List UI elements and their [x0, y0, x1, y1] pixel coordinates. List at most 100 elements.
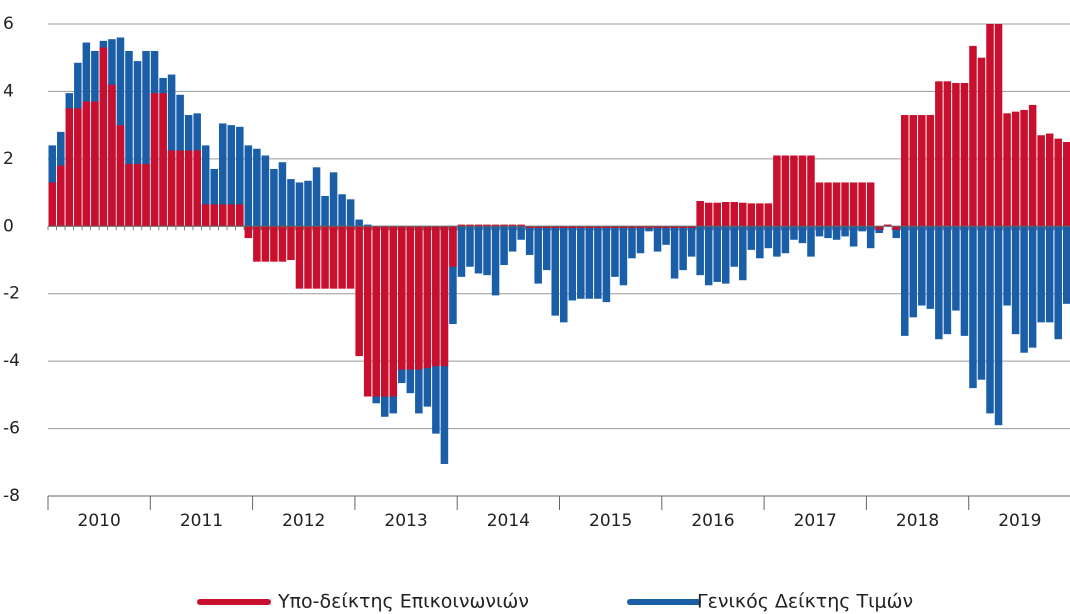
- bar: [713, 226, 721, 282]
- bar: [474, 226, 483, 274]
- bar: [210, 168, 218, 227]
- bar: [1020, 226, 1028, 353]
- bar: [841, 182, 849, 227]
- bar: [935, 226, 943, 340]
- bar: [534, 226, 542, 284]
- bar: [244, 145, 253, 227]
- bar: [764, 226, 773, 249]
- bar: [201, 204, 210, 227]
- bar: [798, 155, 807, 227]
- bar: [952, 226, 960, 311]
- y-tick-label: 0: [3, 216, 14, 236]
- bar: [457, 226, 466, 277]
- bar: [943, 226, 952, 335]
- bar: [824, 226, 832, 239]
- y-tick-label: 4: [3, 81, 14, 101]
- bar: [449, 226, 457, 267]
- bar: [534, 226, 542, 228]
- bar: [568, 226, 577, 301]
- bar: [517, 224, 525, 227]
- bar: [687, 226, 696, 257]
- bar: [611, 226, 619, 228]
- bar: [721, 202, 730, 227]
- bar: [74, 108, 82, 227]
- bar: [687, 226, 696, 228]
- bar: [398, 226, 406, 370]
- bar: [551, 226, 559, 316]
- bar: [832, 182, 841, 227]
- bar: [602, 226, 611, 303]
- bar: [849, 226, 858, 247]
- bar: [278, 226, 287, 262]
- bar: [525, 226, 534, 228]
- bar: [790, 155, 798, 227]
- bar: [219, 123, 227, 227]
- bar: [577, 226, 585, 228]
- bar: [184, 150, 193, 227]
- bar: [577, 226, 585, 299]
- bar: [133, 61, 142, 227]
- bar: [48, 182, 57, 227]
- bar: [457, 224, 466, 227]
- bar: [594, 226, 602, 228]
- bar: [236, 126, 244, 227]
- bar: [773, 226, 781, 257]
- bar: [901, 226, 909, 336]
- bar: [389, 226, 398, 397]
- bar: [730, 226, 739, 267]
- bar: [739, 202, 747, 227]
- bar: [994, 226, 1003, 426]
- bar: [500, 226, 508, 266]
- bar: [346, 199, 355, 227]
- y-tick-label: -8: [3, 486, 20, 506]
- bar: [747, 226, 756, 250]
- bar: [304, 226, 312, 289]
- bar: [764, 203, 773, 227]
- bar: [619, 226, 628, 286]
- bar: [1054, 226, 1062, 340]
- bar: [892, 226, 900, 239]
- bar: [986, 24, 994, 227]
- bar: [108, 84, 116, 227]
- bar: [329, 226, 338, 289]
- y-tick-label: 2: [3, 149, 14, 169]
- legend-label: Γενικός Δείκτης Τιμών: [697, 591, 913, 613]
- bar: [542, 226, 551, 228]
- bar: [721, 226, 730, 284]
- bar: [1003, 226, 1011, 306]
- bar: [261, 155, 270, 227]
- bar: [585, 226, 594, 228]
- bar: [525, 226, 534, 255]
- bar: [295, 182, 304, 227]
- bar: [167, 74, 176, 227]
- bar: [338, 226, 346, 289]
- bar: [747, 203, 756, 227]
- bar: [133, 163, 142, 227]
- y-tick-label: -4: [3, 351, 20, 371]
- bar: [261, 226, 270, 262]
- bar: [304, 180, 312, 227]
- bar: [815, 182, 824, 227]
- bar: [1062, 142, 1070, 227]
- bar: [278, 162, 287, 227]
- bar: [466, 226, 474, 267]
- bar: [1020, 109, 1028, 227]
- bar: [704, 202, 713, 227]
- bar: [670, 226, 679, 279]
- bar: [99, 47, 108, 227]
- bar: [841, 226, 849, 237]
- bar: [150, 93, 159, 227]
- bar: [1045, 133, 1054, 227]
- bar: [508, 226, 517, 252]
- bar: [585, 226, 594, 299]
- bar: [491, 224, 500, 227]
- bar: [1037, 135, 1045, 227]
- bar: [909, 226, 918, 318]
- bar: [909, 115, 918, 227]
- bar: [270, 226, 278, 262]
- bar: [449, 226, 457, 325]
- bar: [176, 150, 184, 227]
- bar: [338, 194, 346, 227]
- bar: [1011, 226, 1020, 335]
